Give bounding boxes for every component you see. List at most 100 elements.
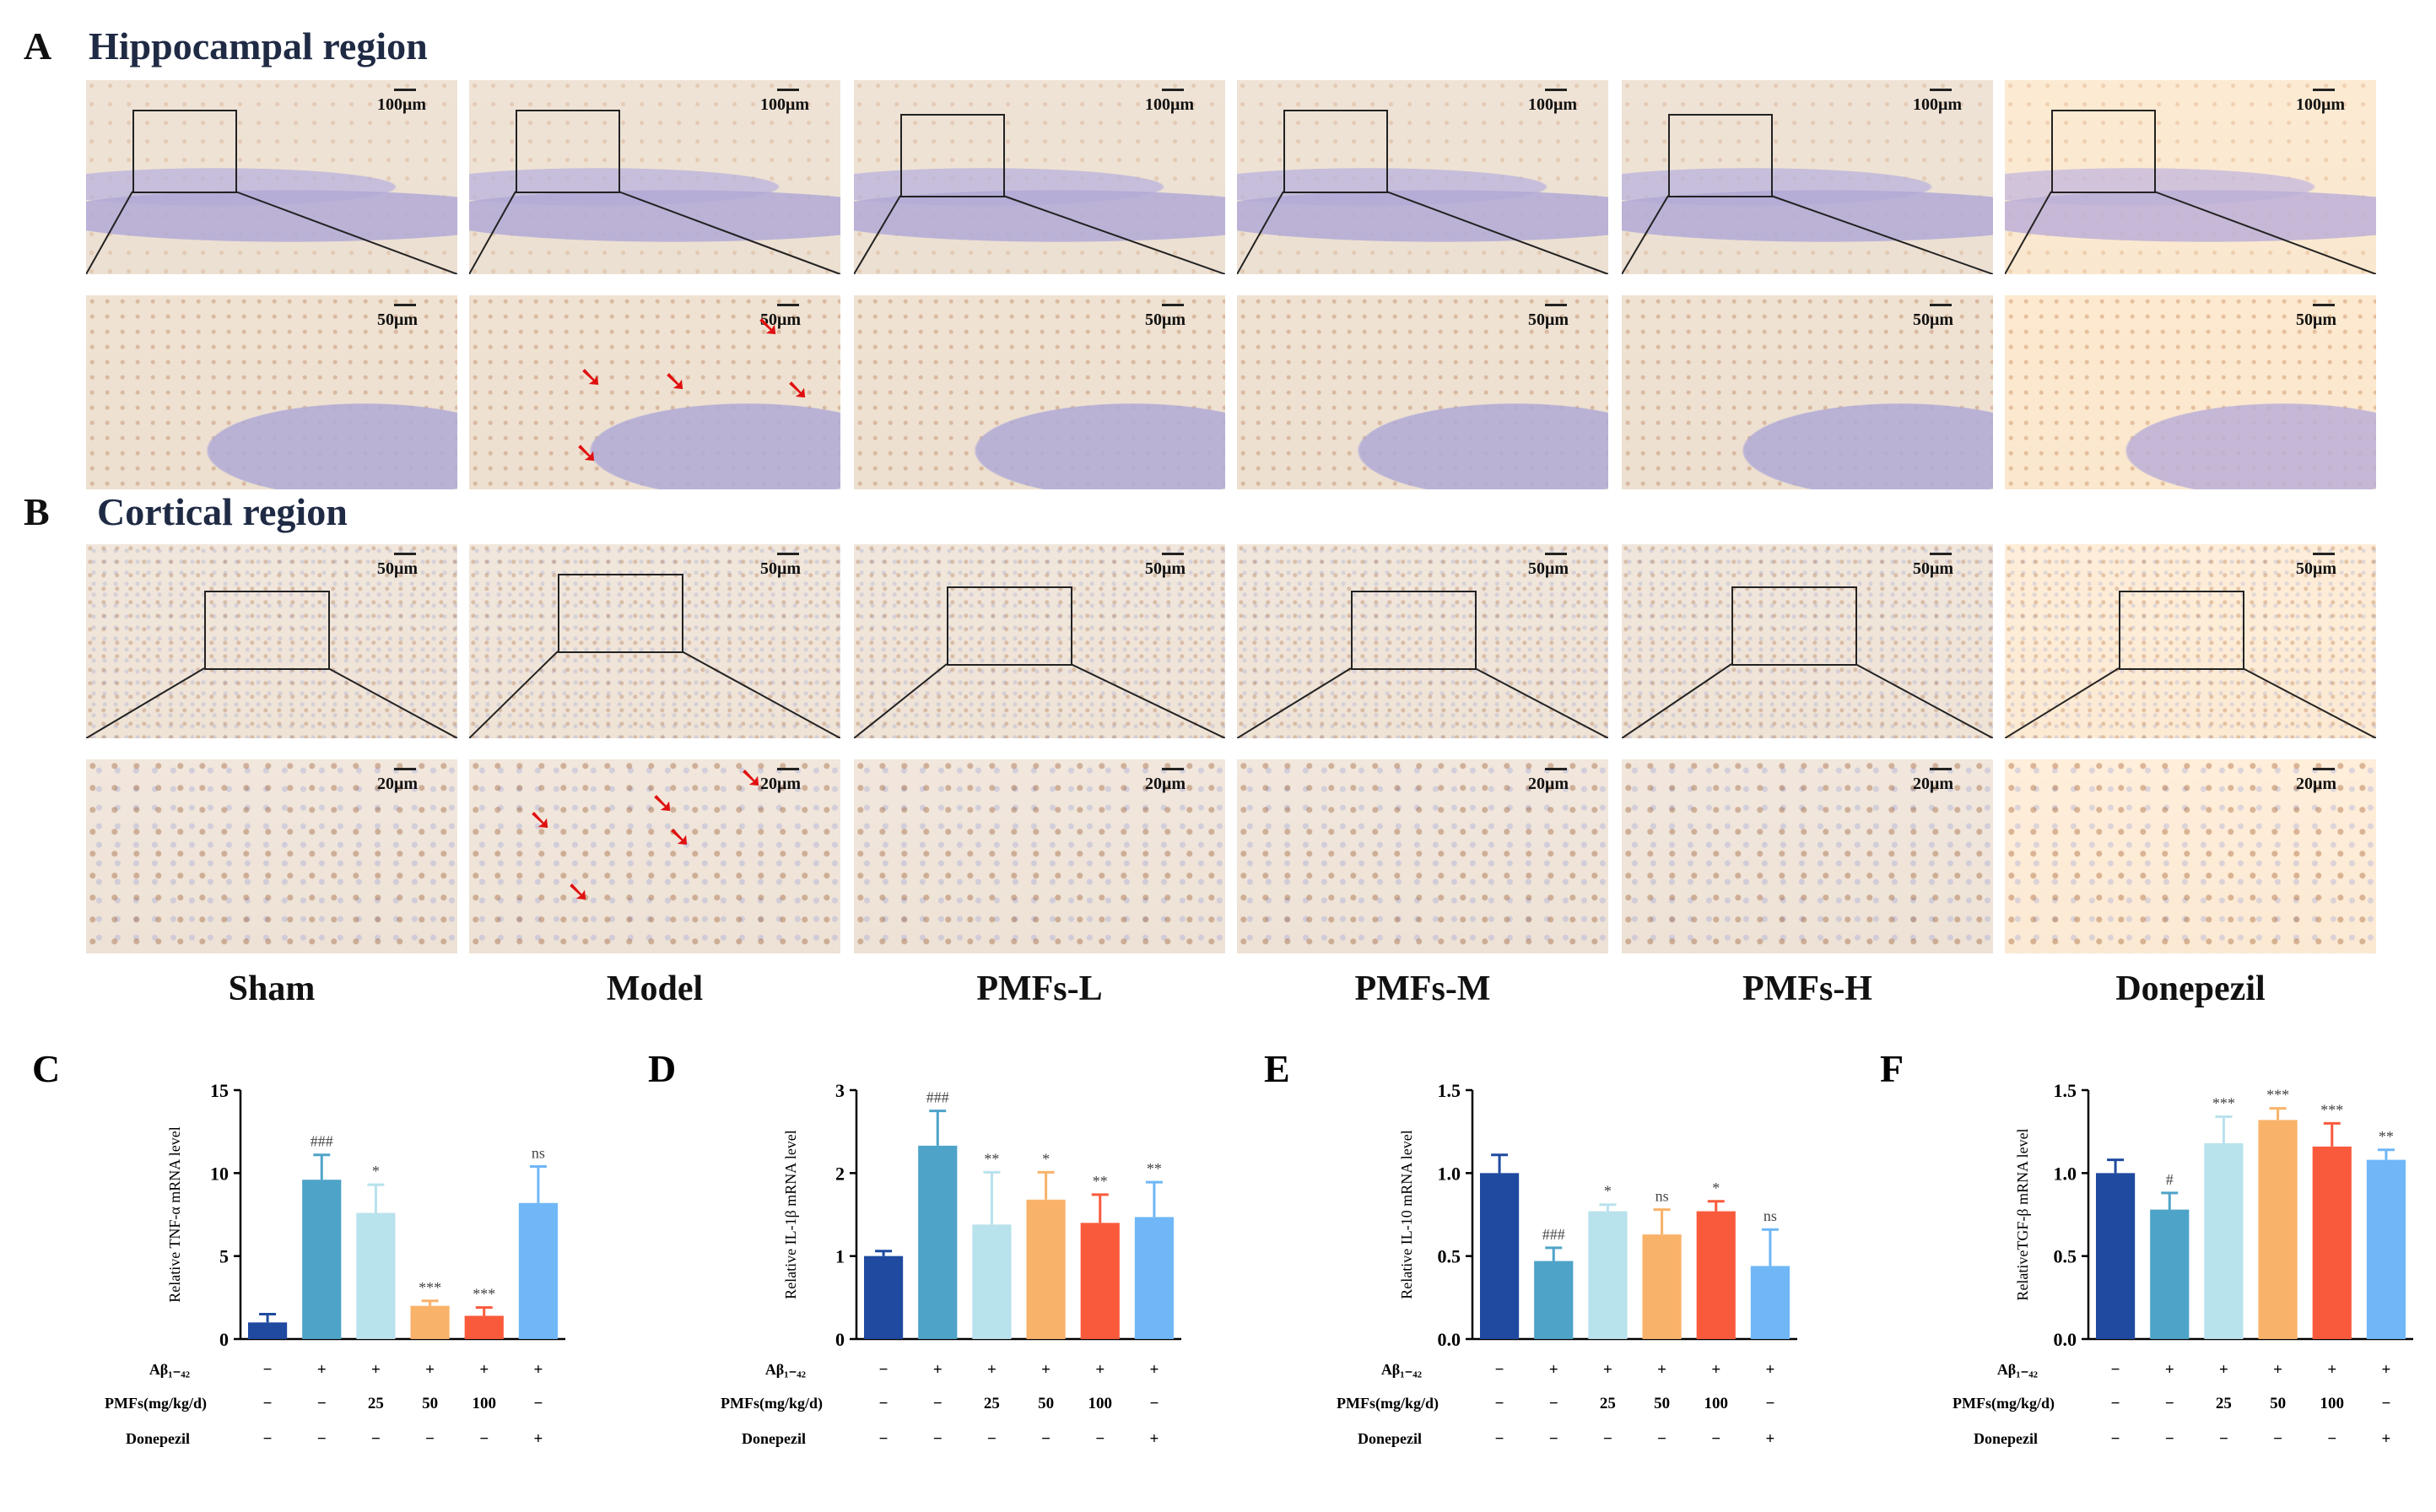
scale-bar <box>2313 89 2335 91</box>
region-of-interest-box <box>1283 110 1388 193</box>
red-arrow-icon: ➘ <box>756 310 780 343</box>
treatment-cell: − <box>987 1430 997 1448</box>
zoom-line <box>854 195 901 274</box>
panel-letter: D <box>648 1047 676 1090</box>
zoom-lines <box>1237 667 1608 738</box>
red-arrow-icon: ➘ <box>739 761 764 795</box>
treatment-cell: + <box>534 1430 543 1448</box>
group-label-pmfs-m: PMFs-M <box>1354 969 1491 1008</box>
scale-label: 100μm <box>1145 95 1194 114</box>
treatment-cell: + <box>2382 1430 2391 1448</box>
bar-pmfs-m <box>1642 1234 1682 1339</box>
micrograph-a2-model: 50μm ➘ ➘ ➘ ➘ ➘ <box>469 295 840 489</box>
chart-f: F 0.0 0.5 1.0 1.5 RelativeTGF-β mRNA level # **… <box>1880 1047 2413 1448</box>
treatment-cell: − <box>1549 1395 1558 1412</box>
micrograph-b1-model: 50μm <box>469 544 840 738</box>
scale-label: 100μm <box>2296 95 2345 114</box>
scale-bar <box>394 768 416 770</box>
bar-sham <box>1479 1173 1520 1339</box>
treatment-cell: − <box>1495 1395 1504 1412</box>
zoom-line <box>235 191 457 274</box>
treatment-cell: − <box>479 1430 489 1448</box>
treatment-cell: − <box>2111 1395 2120 1412</box>
zoom-lines <box>86 667 457 738</box>
y-tick-label: 10 <box>210 1163 229 1184</box>
y-tick-label: 0.5 <box>1438 1246 1461 1267</box>
treatment-cell: − <box>2382 1395 2391 1412</box>
treatment-cell: + <box>1095 1361 1105 1379</box>
treatment-cell: 50 <box>1654 1395 1670 1412</box>
bar-donepezil <box>2366 1159 2406 1339</box>
bar-pmfs-m <box>1026 1199 1066 1339</box>
significance-label: ** <box>1093 1173 1108 1190</box>
bar-pmfs-h <box>464 1315 504 1339</box>
bar-pmfs-l <box>972 1224 1012 1339</box>
y-tick-label: 1.0 <box>1438 1163 1461 1184</box>
scale-bar <box>1162 768 1184 770</box>
treatment-cell: + <box>534 1361 543 1379</box>
treatment-row-label: PMFs(mg/kg/d) <box>105 1395 207 1412</box>
group-label-sham: Sham <box>228 969 316 1008</box>
treatment-cell: + <box>2273 1361 2282 1379</box>
region-of-interest-box <box>2119 591 2244 670</box>
treatment-cell: 25 <box>2216 1395 2232 1412</box>
scale-bar <box>777 89 799 91</box>
zoom-line <box>1622 663 1732 738</box>
micrograph-a2-donepezil: 50μm <box>2005 295 2376 489</box>
treatment-cell: − <box>317 1430 327 1448</box>
bar-model <box>2150 1209 2190 1339</box>
treatment-cell: − <box>2111 1361 2120 1379</box>
micrograph-b1-pmfs-h: 50μm <box>1622 544 1993 738</box>
treatment-cell: − <box>1711 1430 1720 1448</box>
zoom-line <box>1385 191 1608 274</box>
zoom-line <box>618 191 840 274</box>
bar-donepezil <box>1750 1266 1791 1339</box>
micrograph-b1-pmfs-m: 50μm <box>1237 544 1608 738</box>
treatment-cell: − <box>879 1395 889 1412</box>
micrograph-a2-sham: 50μm <box>86 295 457 489</box>
scale-label: 20μm <box>1528 775 1569 793</box>
scale-bar <box>394 553 416 555</box>
y-axis-label: Relative TNF-α mRNA level <box>166 1126 183 1303</box>
zoom-lines <box>2005 667 2376 738</box>
region-of-interest-box <box>947 586 1072 666</box>
zoom-line <box>469 191 516 274</box>
region-of-interest-box <box>900 114 1005 197</box>
significance-label: * <box>372 1163 380 1180</box>
bar-model <box>302 1180 342 1339</box>
scale-bar <box>1162 89 1184 91</box>
treatment-cell: + <box>1603 1361 1612 1379</box>
treatment-cell: − <box>1657 1430 1666 1448</box>
region-of-interest-box <box>558 574 683 653</box>
treatment-cell: + <box>1657 1361 1666 1379</box>
micrograph-b2-model: 20μm ➘ ➘ ➘ ➘ ➘ <box>469 759 840 953</box>
zoom-line <box>1070 663 1225 738</box>
scale-label: 100μm <box>377 95 426 114</box>
bar-donepezil <box>1134 1217 1175 1339</box>
micrograph-b2-donepezil: 20μm <box>2005 759 2376 953</box>
y-tick-label: 15 <box>210 1080 229 1101</box>
scale-bar <box>1930 304 1952 306</box>
region-of-interest-box <box>1668 114 1773 197</box>
scale-bar <box>2313 553 2335 555</box>
treatment-cell: + <box>987 1361 997 1379</box>
scale-bar <box>2313 768 2335 770</box>
treatment-cell: + <box>2219 1361 2228 1379</box>
significance-label: ### <box>1542 1226 1565 1243</box>
y-tick-label: 1.5 <box>1438 1080 1461 1101</box>
bar-model <box>1534 1261 1574 1339</box>
zoom-line <box>1770 195 1993 274</box>
y-axis-label: RelativeTGF-β mRNA level <box>2014 1128 2031 1300</box>
red-arrow-icon: ➘ <box>579 360 603 394</box>
significance-label: ** <box>1147 1160 1162 1177</box>
micrograph-b2-sham: 20μm <box>86 759 457 953</box>
micrograph-b1-sham: 50μm <box>86 544 457 738</box>
scale-bar <box>1545 553 1567 555</box>
treatment-cell: − <box>879 1361 889 1379</box>
scale-bar <box>1545 304 1567 306</box>
treatment-cell: − <box>425 1430 435 1448</box>
panel-letter: E <box>1264 1047 1290 1090</box>
zoom-line <box>86 667 205 738</box>
treatment-cell: − <box>263 1361 273 1379</box>
